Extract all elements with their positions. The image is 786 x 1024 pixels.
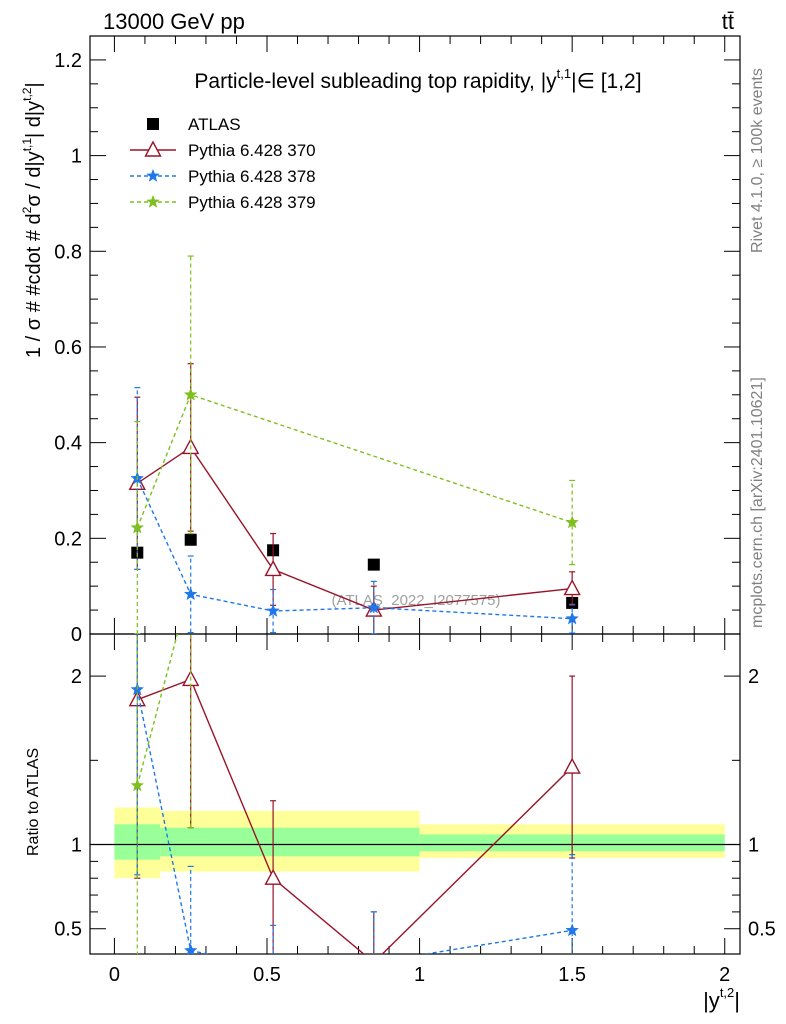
point-p378 (565, 611, 579, 625)
ratio-y-tick-label-left: 0.5 (54, 919, 82, 941)
ratio-y-tick-label-right: 2 (748, 666, 759, 688)
y-tick-label: 1.2 (54, 50, 82, 72)
point-p379 (183, 387, 198, 401)
series-line-p370 (136, 446, 573, 611)
point-data (367, 558, 380, 571)
series-line-p379 (136, 634, 179, 786)
y-tick-label: 0.8 (54, 241, 82, 263)
main-y-axis-label: 1 / σ # #cdot # d2σ / d|yt,1| d|yt,2| (20, 82, 45, 358)
x-tick-label: 0.5 (253, 964, 281, 986)
y-tick-label: 0.2 (54, 528, 82, 550)
ratio-y-tick-label-right: 0.5 (748, 919, 776, 941)
legend-label: Pythia 6.428 379 (188, 193, 316, 212)
ratio-band-inner (160, 827, 420, 857)
y-tick-label: 0.6 (54, 337, 82, 359)
point-p378 (368, 956, 380, 968)
series-line-p379 (136, 393, 573, 529)
beam-label: 13000 GeV pp (103, 9, 245, 34)
point-p378 (183, 587, 198, 601)
point-p370 (563, 757, 581, 774)
analysis-watermark: (ATLAS_2022_I2077575) (331, 592, 500, 609)
legend-marker-p370 (144, 140, 162, 157)
point-p370 (264, 559, 282, 577)
point-p379 (130, 778, 145, 792)
ratio-plot-frame (89, 633, 741, 955)
legend-label: Pythia 6.428 370 (188, 141, 316, 160)
point-data (184, 533, 197, 546)
point-p379 (565, 515, 579, 529)
legend-marker-data (147, 118, 159, 130)
point-p379 (130, 520, 145, 534)
ratio-y-tick-label-right: 1 (748, 835, 759, 857)
x-axis-label: |yt,2| (703, 985, 740, 1013)
ratio-y-tick-label-left: 2 (71, 666, 82, 688)
x-tick-label: 1.5 (558, 964, 586, 986)
legend-marker-p379 (146, 194, 160, 208)
axis-ticks: 0 0.2 0.4 0.6 0.8 1 1.2 0 0.5 1 1.5 2 0.5 0.5 1 1 2 2 (54, 36, 776, 986)
x-tick-label: 2 (719, 964, 730, 986)
legend-label: Pythia 6.428 378 (188, 167, 316, 186)
mcplots-label: mcplots.cern.ch [arXiv:2401.10621] (749, 377, 766, 628)
point-p370 (373, 952, 375, 954)
point-p370 (264, 868, 282, 885)
legend-marker-p378 (146, 168, 160, 182)
ratio-y-tick-label-left: 1 (71, 835, 82, 857)
series-line-p378 (136, 689, 573, 954)
legend-label: ATLAS (188, 115, 241, 134)
point-p378 (565, 923, 579, 937)
point-p370 (563, 579, 581, 596)
x-tick-label: 0 (109, 964, 120, 986)
main-series (128, 255, 581, 634)
ratio-y-axis-label: Ratio to ATLAS (25, 748, 42, 856)
point-p378 (266, 603, 280, 617)
point-p378 (366, 600, 381, 614)
ratio-series (128, 634, 581, 968)
rivet-label: Rivet 4.1.0, ≥ 100k events (749, 68, 766, 253)
legend: ATLAS Pythia 6.428 370 Pythia 6.428 378 Pyt… (130, 115, 316, 212)
y-tick-label: 0 (71, 624, 82, 646)
point-p378 (183, 943, 198, 954)
y-tick-label: 0.4 (54, 433, 82, 455)
ratio-uncertainty-bands (90, 807, 740, 879)
process-label: tt̄ (722, 9, 734, 34)
chart-title: Particle-level subleading top rapidity, … (194, 66, 641, 93)
y-tick-label: 1 (71, 146, 82, 168)
x-tick-label: 1 (414, 964, 425, 986)
